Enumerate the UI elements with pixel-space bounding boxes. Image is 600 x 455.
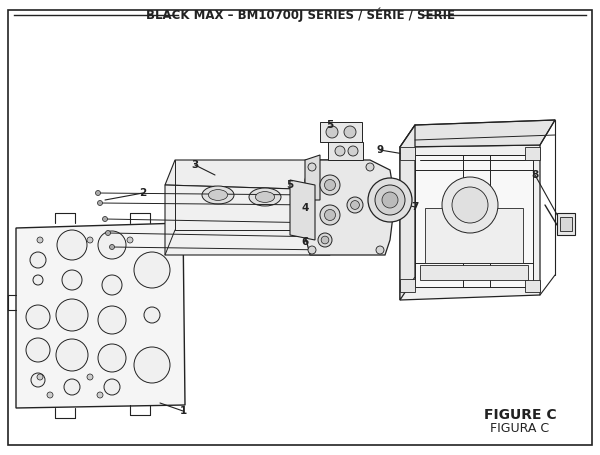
Circle shape: [347, 197, 363, 213]
Polygon shape: [165, 185, 330, 255]
Circle shape: [325, 180, 335, 191]
Circle shape: [325, 209, 335, 221]
Circle shape: [103, 217, 107, 222]
Polygon shape: [400, 145, 540, 300]
Circle shape: [56, 299, 88, 331]
Circle shape: [104, 379, 120, 395]
Circle shape: [326, 126, 338, 138]
Text: 9: 9: [376, 145, 383, 155]
Circle shape: [31, 373, 45, 387]
Bar: [525, 147, 540, 160]
Text: 5: 5: [326, 120, 334, 130]
Text: 3: 3: [191, 160, 199, 170]
Circle shape: [348, 146, 358, 156]
Circle shape: [320, 175, 340, 195]
Text: FIGURE C: FIGURE C: [484, 408, 556, 422]
Text: 8: 8: [532, 170, 539, 180]
Polygon shape: [400, 125, 415, 300]
Circle shape: [26, 305, 50, 329]
Ellipse shape: [299, 193, 316, 203]
Circle shape: [382, 192, 398, 208]
Circle shape: [37, 374, 43, 380]
Circle shape: [57, 230, 87, 260]
Ellipse shape: [256, 192, 275, 202]
Text: BLACK MAX – BM10700J SERIES / SÉRIE / SERIE: BLACK MAX – BM10700J SERIES / SÉRIE / SE…: [146, 8, 455, 22]
Polygon shape: [400, 120, 555, 147]
Circle shape: [321, 236, 329, 244]
Circle shape: [56, 339, 88, 371]
Circle shape: [375, 185, 405, 215]
Bar: [420, 265, 528, 280]
Polygon shape: [305, 160, 395, 255]
Circle shape: [97, 392, 103, 398]
Polygon shape: [165, 160, 335, 190]
Circle shape: [102, 275, 122, 295]
Ellipse shape: [294, 190, 322, 206]
Circle shape: [110, 244, 115, 249]
Text: 5: 5: [286, 180, 293, 190]
Polygon shape: [305, 155, 320, 200]
Circle shape: [335, 146, 345, 156]
Polygon shape: [290, 180, 315, 240]
Circle shape: [87, 374, 93, 380]
Circle shape: [376, 246, 384, 254]
Circle shape: [134, 252, 170, 288]
Bar: [415, 155, 533, 287]
Text: 1: 1: [179, 406, 187, 416]
Circle shape: [30, 252, 46, 268]
Circle shape: [452, 187, 488, 223]
Bar: [557, 213, 575, 235]
Circle shape: [308, 163, 316, 171]
Polygon shape: [16, 223, 185, 408]
Circle shape: [26, 338, 50, 362]
Bar: [320, 122, 362, 142]
Circle shape: [47, 392, 53, 398]
Bar: [560, 217, 572, 231]
Circle shape: [318, 233, 332, 247]
Circle shape: [106, 231, 110, 236]
Ellipse shape: [249, 188, 281, 206]
Circle shape: [366, 163, 374, 171]
Circle shape: [62, 270, 82, 290]
Circle shape: [87, 237, 93, 243]
Text: 2: 2: [139, 188, 146, 198]
Circle shape: [134, 347, 170, 383]
Bar: [525, 280, 540, 292]
Bar: [400, 147, 415, 160]
Bar: [425, 208, 523, 263]
Ellipse shape: [202, 186, 234, 204]
Circle shape: [368, 178, 412, 222]
Circle shape: [37, 237, 43, 243]
Circle shape: [127, 237, 133, 243]
Text: 7: 7: [412, 202, 419, 212]
Text: FIGURA C: FIGURA C: [490, 421, 550, 435]
Circle shape: [344, 126, 356, 138]
Circle shape: [308, 246, 316, 254]
Circle shape: [144, 307, 160, 323]
Circle shape: [350, 201, 359, 209]
Circle shape: [320, 205, 340, 225]
Circle shape: [95, 191, 101, 196]
Circle shape: [442, 177, 498, 233]
Bar: [400, 279, 415, 292]
Circle shape: [64, 379, 80, 395]
Text: 4: 4: [301, 203, 308, 213]
Circle shape: [98, 231, 126, 259]
Circle shape: [97, 201, 103, 206]
Circle shape: [98, 306, 126, 334]
Bar: [328, 142, 363, 160]
Text: 6: 6: [301, 237, 308, 247]
Circle shape: [98, 344, 126, 372]
Ellipse shape: [208, 190, 227, 200]
Circle shape: [33, 275, 43, 285]
